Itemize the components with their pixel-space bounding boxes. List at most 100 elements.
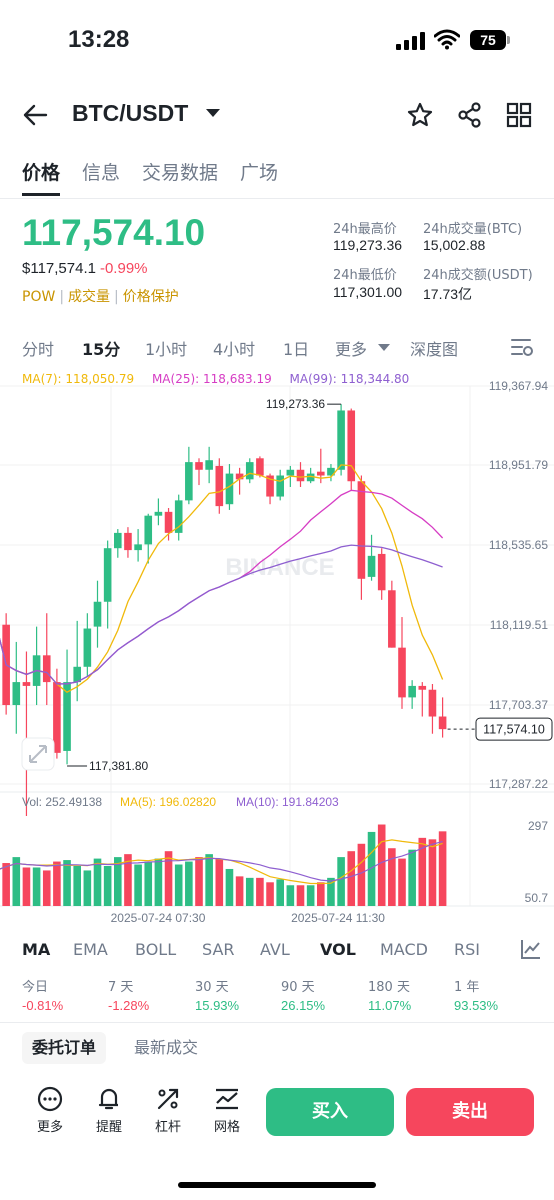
candle-body (367, 555, 376, 577)
ind-ema[interactable]: EMA (73, 940, 108, 959)
tab-open-orders[interactable]: 委托订单 (22, 1032, 107, 1064)
ma99-line (0, 544, 443, 685)
perf-value: -1.28% (108, 998, 150, 1013)
tf-4h[interactable]: 4小时 (213, 340, 256, 359)
ind-macd[interactable]: MACD (380, 940, 428, 959)
tag-price-protect[interactable]: 价格保护 (122, 289, 179, 305)
tf-depth[interactable]: 深度图 (410, 340, 459, 359)
perf-label: 30 天 (195, 980, 229, 995)
volume-bar (398, 858, 406, 906)
volume-bar (408, 849, 416, 906)
more-label: 更多 (36, 1120, 63, 1135)
perf-value: 26.15% (281, 998, 326, 1013)
volume-bar (377, 824, 386, 906)
volume-bar (367, 831, 376, 906)
candle-body (114, 532, 122, 549)
candlestick-chart[interactable]: BINANCE 119,367.94118,951.79118,535.6511… (0, 375, 554, 935)
candle-body (357, 481, 366, 579)
volume-bar (174, 864, 183, 906)
candle-body (164, 511, 173, 533)
more-icon (37, 1086, 63, 1112)
vol-ma5-legend: MA(5): 196.02820 (120, 795, 216, 809)
ma25-legend: MA(25): 118,683.19 (151, 372, 272, 386)
tag-pow[interactable]: POW (22, 289, 56, 305)
ind-ma[interactable]: MA (22, 940, 51, 959)
volume-bar (245, 877, 254, 906)
ind-avl[interactable]: AVL (260, 940, 290, 959)
tag-volume[interactable]: 成交量 (68, 289, 111, 305)
chevron-down-icon[interactable] (206, 109, 220, 117)
candle-body (124, 532, 132, 551)
tf-1h[interactable]: 1小时 (145, 340, 188, 359)
candle-body (388, 590, 396, 648)
grid-button[interactable]: 网格 (207, 1086, 247, 1135)
perf-label: 7 天 (108, 980, 134, 995)
leverage-button[interactable]: 杠杆 (148, 1086, 188, 1135)
price-axis-label: 117,703.37 (489, 698, 548, 712)
grid-menu-icon[interactable] (505, 101, 533, 129)
volume-bar (327, 877, 335, 906)
indicator-settings-icon[interactable] (520, 938, 542, 960)
candle-body (215, 465, 224, 507)
perf-label: 180 天 (368, 980, 410, 995)
perf-value: 93.53% (454, 998, 499, 1013)
pair-title[interactable]: BTC/USDT (72, 100, 189, 126)
candle-body (63, 682, 71, 751)
price-axis-label: 118,119.51 (490, 618, 549, 632)
low-marker: 117,381.80 (89, 759, 148, 773)
more-button[interactable]: 更多 (30, 1086, 70, 1135)
share-icon[interactable] (456, 101, 484, 129)
tf-line[interactable]: 分时 (22, 340, 55, 359)
stat-vol-usdt: 17.73亿 (423, 286, 473, 302)
volume-bar (124, 854, 132, 906)
chart-settings-icon[interactable] (510, 336, 534, 358)
tab-latest-trades[interactable]: 最新成交 (134, 1038, 199, 1057)
vol-legend: Vol: 252.49138 (22, 795, 102, 809)
volume-bar (225, 868, 234, 906)
usd-price-row: $117,574.1 -0.99% (22, 260, 148, 277)
volume-bar (2, 863, 10, 906)
alert-button[interactable]: 提醒 (89, 1086, 129, 1135)
back-arrow-icon[interactable] (22, 102, 48, 128)
perf-7d: 7 天 -1.28% (108, 976, 149, 1013)
tf-15m[interactable]: 15分 (82, 340, 121, 359)
ind-sar[interactable]: SAR (202, 940, 235, 959)
candle-body (93, 601, 102, 627)
time-axis-label: 2025-07-24 11:30 (291, 911, 385, 925)
stat-high-label: 24h最高价 (333, 222, 397, 237)
leverage-icon (157, 1088, 179, 1110)
candle-body (83, 628, 92, 667)
volume-bar (103, 866, 112, 906)
chevron-down-icon[interactable] (378, 344, 390, 351)
perf-1y: 1 年 93.53% (454, 976, 498, 1013)
ind-vol[interactable]: VOL (320, 940, 356, 959)
candle-body (276, 475, 284, 497)
tab-trading-data[interactable]: 交易数据 (142, 162, 219, 184)
candle-body (438, 716, 447, 730)
volume-axis-label: 297 (528, 819, 548, 833)
home-indicator (178, 1182, 376, 1188)
buy-button[interactable]: 买入 (266, 1088, 394, 1136)
candle-body (245, 462, 254, 480)
ind-rsi[interactable]: RSI (454, 940, 480, 959)
tab-info[interactable]: 信息 (82, 162, 121, 184)
candle-body (418, 685, 427, 690)
volume-bar (306, 885, 315, 906)
indicator-bar: MA EMA BOLL SAR AVL VOL MACD RSI (0, 936, 554, 966)
perf-today: 今日 -0.81% (22, 976, 63, 1013)
star-icon[interactable] (406, 101, 434, 129)
sell-button[interactable]: 卖出 (406, 1088, 534, 1136)
volume-bar (276, 879, 284, 906)
vol-ma10-legend: MA(10): 191.84203 (236, 795, 339, 809)
volume-bar (235, 876, 244, 906)
candle-body (256, 458, 264, 476)
grid-trading-icon (216, 1088, 238, 1110)
tab-price[interactable]: 价格 (22, 158, 61, 196)
tab-square[interactable]: 广场 (240, 162, 279, 184)
ind-boll[interactable]: BOLL (135, 940, 177, 959)
tf-more[interactable]: 更多 (335, 340, 368, 359)
timeframe-bar: 分时 15分 1小时 4小时 1日 更多 深度图 (0, 334, 554, 362)
tf-1d[interactable]: 1日 (283, 340, 310, 359)
expand-icon[interactable] (21, 737, 55, 771)
last-price-label: 117,574.10 (483, 723, 545, 737)
